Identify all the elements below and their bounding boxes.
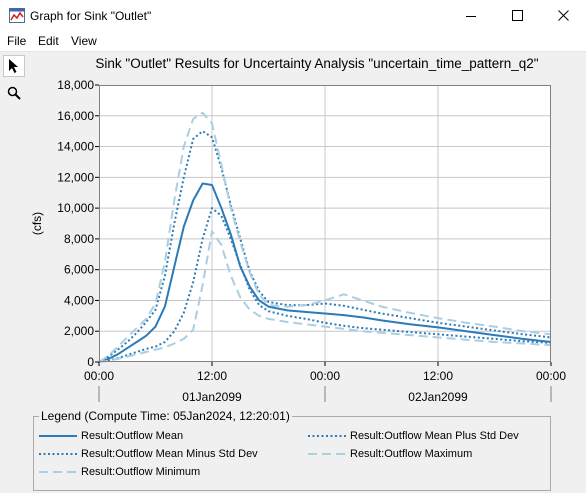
chart-panel: 0 2,000 4,000 6,000 8,000 10,000 12,000 14,000 1… (28, 52, 586, 406)
y-tick-label: 10,000 (57, 201, 94, 215)
y-tick-label: 16,000 (57, 109, 94, 123)
x-tick-label: 12:00 (197, 369, 227, 383)
y-tick-label: 0 (87, 355, 94, 369)
series-line (98, 130, 552, 363)
legend-swatch (308, 453, 346, 455)
menu-edit[interactable]: Edit (38, 34, 59, 48)
zoom-tool-button[interactable] (3, 82, 25, 104)
y-tick-label: 18,000 (57, 78, 94, 92)
legend-item: Result:Outflow Maximum (308, 447, 472, 461)
close-icon (557, 10, 569, 21)
legend-label: Result:Outflow Mean Plus Std Dev (350, 430, 519, 442)
series-line (98, 230, 552, 363)
outflow-chart: 0 2,000 4,000 6,000 8,000 10,000 12,000 14,000 1… (30, 56, 566, 406)
zoom-icon (7, 86, 21, 100)
y-tick-label: 6,000 (64, 263, 94, 277)
close-button[interactable] (540, 0, 586, 31)
y-axis-label: (cfs) (30, 212, 44, 235)
pointer-tool-button[interactable] (3, 55, 25, 77)
menu-bar: File Edit View (0, 31, 586, 52)
window-title: Graph for Sink "Outlet" (30, 9, 152, 23)
legend-swatch (39, 435, 77, 437)
graph-toolbar (0, 52, 28, 493)
maximize-icon (511, 10, 523, 21)
x-tick-label: 00:00 (536, 369, 566, 383)
legend-panel (33, 416, 551, 491)
legend-label: Result:Outflow Maximum (350, 448, 473, 460)
legend-swatch (39, 471, 77, 473)
legend-item: Result:Outflow Mean (39, 429, 183, 443)
menu-view[interactable]: View (71, 34, 97, 48)
minimize-icon (466, 15, 476, 17)
legend-swatch (39, 453, 77, 455)
minimize-button[interactable] (448, 0, 494, 31)
legend-item: Result:Outflow Mean Minus Std Dev (39, 447, 258, 461)
y-tick-label: 8,000 (64, 232, 94, 246)
chart-title: Sink "Outlet" Results for Uncertainty An… (95, 56, 538, 71)
x-tick-label: 00:00 (84, 369, 114, 383)
app-icon (9, 8, 25, 23)
legend-item: Result:Outflow Mean Plus Std Dev (308, 429, 519, 443)
y-tick-label: 14,000 (57, 140, 94, 154)
plot-border (99, 85, 551, 362)
y-tick-label: 12,000 (57, 170, 94, 184)
pointer-icon (9, 59, 18, 73)
legend-label: Result:Outflow Minimum (81, 466, 201, 478)
legend-item: Result:Outflow Minimum (39, 465, 200, 479)
legend-title: Legend (Compute Time: 05Jan2024, 12:20:0… (39, 409, 292, 423)
x-tick-label: 12:00 (423, 369, 453, 383)
legend-swatch (308, 435, 346, 437)
date-label: 02Jan2099 (408, 390, 468, 402)
legend-label: Result:Outflow Mean Minus Std Dev (81, 448, 258, 460)
legend-label: Result:Outflow Mean (81, 430, 184, 442)
y-tick-label: 4,000 (64, 293, 94, 307)
title-bar: Graph for Sink "Outlet" (0, 0, 586, 31)
x-tick-label: 00:00 (310, 369, 340, 383)
menu-file[interactable]: File (7, 34, 27, 48)
y-tick-label: 2,000 (64, 324, 94, 338)
date-label: 01Jan2099 (182, 390, 242, 402)
maximize-button[interactable] (494, 0, 540, 31)
series-line (98, 111, 552, 363)
